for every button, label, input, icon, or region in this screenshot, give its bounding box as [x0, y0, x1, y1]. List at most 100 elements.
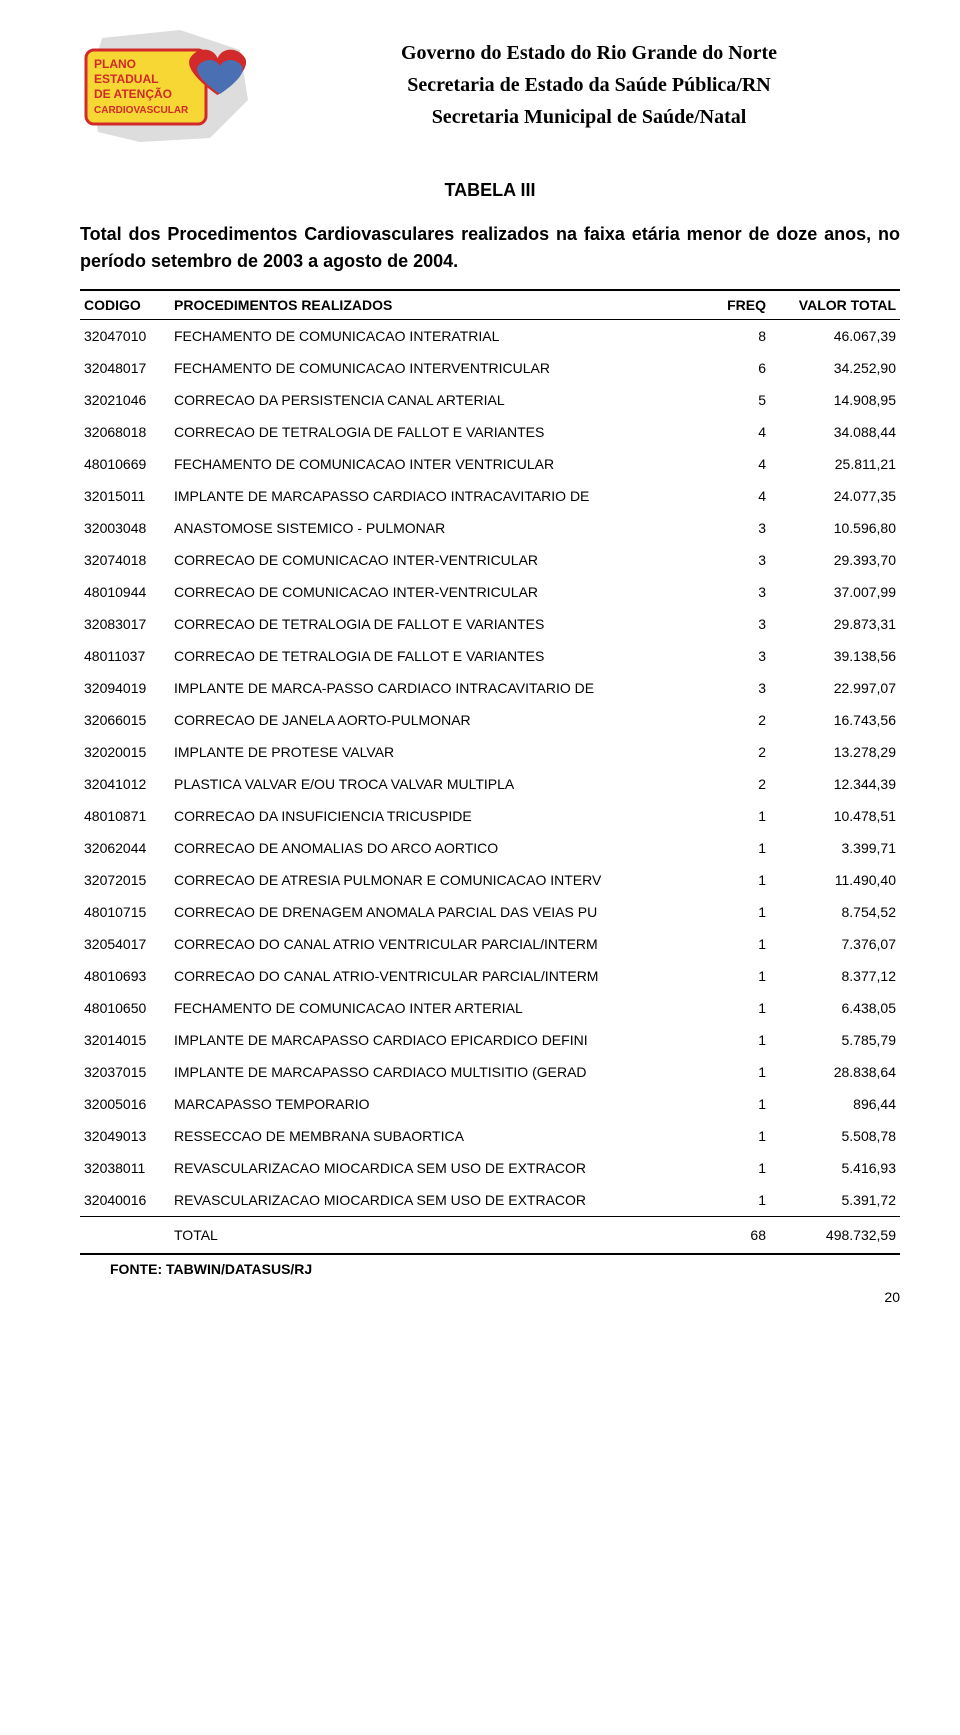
- cell-freq: 5: [700, 384, 770, 416]
- table-row: 32037015IMPLANTE DE MARCAPASSO CARDIACO …: [80, 1056, 900, 1088]
- svg-text:CARDIOVASCULAR: CARDIOVASCULAR: [94, 105, 189, 116]
- cell-valor: 24.077,35: [770, 480, 900, 512]
- cell-valor: 25.811,21: [770, 448, 900, 480]
- cell-codigo: 32094019: [80, 672, 170, 704]
- cell-empty: [80, 1217, 170, 1255]
- cell-codigo: 32041012: [80, 768, 170, 800]
- cell-freq: 1: [700, 832, 770, 864]
- cell-freq: 1: [700, 928, 770, 960]
- cell-valor: 22.997,07: [770, 672, 900, 704]
- col-codigo: CODIGO: [80, 290, 170, 320]
- cell-freq: 1: [700, 1152, 770, 1184]
- cell-procedimento: CORRECAO DE JANELA AORTO-PULMONAR: [170, 704, 700, 736]
- cell-valor: 10.596,80: [770, 512, 900, 544]
- cell-procedimento: CORRECAO DA INSUFICIENCIA TRICUSPIDE: [170, 800, 700, 832]
- cell-valor: 11.490,40: [770, 864, 900, 896]
- cell-valor: 8.377,12: [770, 960, 900, 992]
- header-line-1: Governo do Estado do Rio Grande do Norte: [278, 37, 900, 69]
- table-source: FONTE: TABWIN/DATASUS/RJ: [80, 1261, 900, 1277]
- cell-codigo: 32021046: [80, 384, 170, 416]
- cell-codigo: 48010871: [80, 800, 170, 832]
- cell-valor: 28.838,64: [770, 1056, 900, 1088]
- table-row: 48010693CORRECAO DO CANAL ATRIO-VENTRICU…: [80, 960, 900, 992]
- cell-codigo: 48010944: [80, 576, 170, 608]
- cell-procedimento: IMPLANTE DE MARCAPASSO CARDIACO MULTISIT…: [170, 1056, 700, 1088]
- table-row: 32083017CORRECAO DE TETRALOGIA DE FALLOT…: [80, 608, 900, 640]
- cell-procedimento: CORRECAO DE COMUNICACAO INTER-VENTRICULA…: [170, 576, 700, 608]
- cell-valor: 896,44: [770, 1088, 900, 1120]
- cell-codigo: 48010650: [80, 992, 170, 1024]
- table-row: 32047010FECHAMENTO DE COMUNICACAO INTERA…: [80, 320, 900, 353]
- table-row: 32072015CORRECAO DE ATRESIA PULMONAR E C…: [80, 864, 900, 896]
- cell-freq: 2: [700, 768, 770, 800]
- col-procedimentos: PROCEDIMENTOS REALIZADOS: [170, 290, 700, 320]
- header-text-block: Governo do Estado do Rio Grande do Norte…: [278, 37, 900, 133]
- table-row: 32015011IMPLANTE DE MARCAPASSO CARDIACO …: [80, 480, 900, 512]
- cell-freq: 4: [700, 448, 770, 480]
- cell-codigo: 48010669: [80, 448, 170, 480]
- col-valor: VALOR TOTAL: [770, 290, 900, 320]
- cell-procedimento: FECHAMENTO DE COMUNICACAO INTER VENTRICU…: [170, 448, 700, 480]
- cell-procedimento: CORRECAO DE TETRALOGIA DE FALLOT E VARIA…: [170, 608, 700, 640]
- cell-codigo: 32066015: [80, 704, 170, 736]
- cell-freq: 4: [700, 480, 770, 512]
- cell-procedimento: CORRECAO DO CANAL ATRIO VENTRICULAR PARC…: [170, 928, 700, 960]
- cell-codigo: 32037015: [80, 1056, 170, 1088]
- cell-procedimento: FECHAMENTO DE COMUNICACAO INTERATRIAL: [170, 320, 700, 353]
- cell-valor: 6.438,05: [770, 992, 900, 1024]
- table-row: 48010871CORRECAO DA INSUFICIENCIA TRICUS…: [80, 800, 900, 832]
- cell-procedimento: RESSECCAO DE MEMBRANA SUBAORTICA: [170, 1120, 700, 1152]
- cell-procedimento: ANASTOMOSE SISTEMICO - PULMONAR: [170, 512, 700, 544]
- cell-freq: 1: [700, 896, 770, 928]
- cell-freq: 2: [700, 704, 770, 736]
- cell-codigo: 32015011: [80, 480, 170, 512]
- cell-valor: 3.399,71: [770, 832, 900, 864]
- cell-codigo: 32038011: [80, 1152, 170, 1184]
- table-row: 32094019IMPLANTE DE MARCA-PASSO CARDIACO…: [80, 672, 900, 704]
- cell-valor: 34.252,90: [770, 352, 900, 384]
- svg-text:DE ATENÇÃO: DE ATENÇÃO: [94, 86, 172, 101]
- cell-codigo: 32083017: [80, 608, 170, 640]
- cell-codigo: 32068018: [80, 416, 170, 448]
- cell-codigo: 32003048: [80, 512, 170, 544]
- cell-procedimento: CORRECAO DE DRENAGEM ANOMALA PARCIAL DAS…: [170, 896, 700, 928]
- table-row: 48011037CORRECAO DE TETRALOGIA DE FALLOT…: [80, 640, 900, 672]
- cell-codigo: 32074018: [80, 544, 170, 576]
- cell-freq: 1: [700, 1184, 770, 1217]
- cell-valor: 5.785,79: [770, 1024, 900, 1056]
- cell-freq: 1: [700, 1088, 770, 1120]
- cell-total-value: 498.732,59: [770, 1217, 900, 1255]
- table-row: 48010669FECHAMENTO DE COMUNICACAO INTER …: [80, 448, 900, 480]
- table-row: 48010650FECHAMENTO DE COMUNICACAO INTER …: [80, 992, 900, 1024]
- table-row: 32014015IMPLANTE DE MARCAPASSO CARDIACO …: [80, 1024, 900, 1056]
- cell-valor: 37.007,99: [770, 576, 900, 608]
- cell-valor: 13.278,29: [770, 736, 900, 768]
- table-row: 32049013RESSECCAO DE MEMBRANA SUBAORTICA…: [80, 1120, 900, 1152]
- cell-valor: 8.754,52: [770, 896, 900, 928]
- table-row: 32048017FECHAMENTO DE COMUNICACAO INTERV…: [80, 352, 900, 384]
- cell-freq: 3: [700, 512, 770, 544]
- cell-valor: 46.067,39: [770, 320, 900, 353]
- table-row: 32074018CORRECAO DE COMUNICACAO INTER-VE…: [80, 544, 900, 576]
- cell-freq: 3: [700, 576, 770, 608]
- table-row: 32038011REVASCULARIZACAO MIOCARDICA SEM …: [80, 1152, 900, 1184]
- cell-valor: 5.508,78: [770, 1120, 900, 1152]
- cell-codigo: 32005016: [80, 1088, 170, 1120]
- col-freq: FREQ: [700, 290, 770, 320]
- cell-procedimento: FECHAMENTO DE COMUNICACAO INTER ARTERIAL: [170, 992, 700, 1024]
- cell-freq: 1: [700, 1120, 770, 1152]
- cell-procedimento: PLASTICA VALVAR E/OU TROCA VALVAR MULTIP…: [170, 768, 700, 800]
- cell-procedimento: CORRECAO DA PERSISTENCIA CANAL ARTERIAL: [170, 384, 700, 416]
- svg-text:ESTADUAL: ESTADUAL: [94, 72, 158, 86]
- cell-total-label: TOTAL: [170, 1217, 700, 1255]
- cell-freq: 3: [700, 640, 770, 672]
- cell-freq: 1: [700, 864, 770, 896]
- cell-valor: 10.478,51: [770, 800, 900, 832]
- cell-freq: 3: [700, 608, 770, 640]
- cell-total-freq: 68: [700, 1217, 770, 1255]
- header-line-2: Secretaria de Estado da Saúde Pública/RN: [278, 69, 900, 101]
- cell-valor: 12.344,39: [770, 768, 900, 800]
- cell-freq: 2: [700, 736, 770, 768]
- header-line-3: Secretaria Municipal de Saúde/Natal: [278, 101, 900, 133]
- table-row: 32054017CORRECAO DO CANAL ATRIO VENTRICU…: [80, 928, 900, 960]
